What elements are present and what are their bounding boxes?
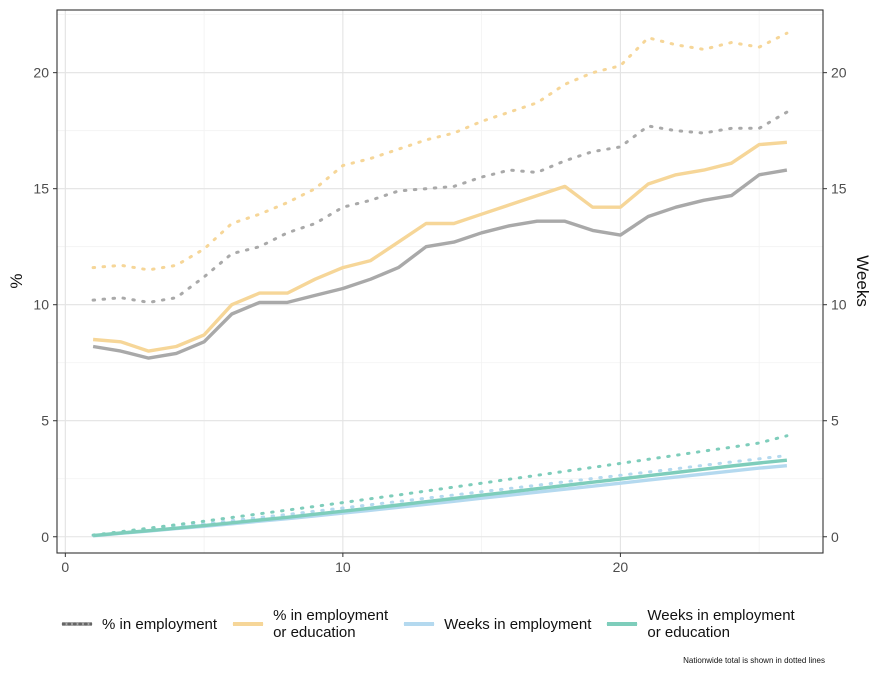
series-line-3 (92, 458, 788, 538)
x-tick-label: 10 (335, 559, 351, 575)
legend-label-weeks-employment-education: Weeks in employment or education (647, 607, 795, 641)
legend-key-weeks-employment (403, 622, 435, 626)
legend-item-weeks-employment: Weeks in employment (402, 616, 591, 633)
legend-label-employment: % in employment (102, 615, 218, 633)
y2-tick-label: 0 (831, 529, 839, 545)
y-tick-label: 10 (33, 297, 49, 313)
legend-key-weeks-employment-education (607, 622, 638, 626)
legend-item-employment-education: % in employment or education (231, 607, 388, 641)
panel-border (56, 9, 824, 554)
legend: % in employment % in employment or educa… (60, 607, 809, 641)
series-nationwide-line-0 (91, 110, 789, 304)
series-nationwide-line-3 (91, 434, 789, 537)
y2-tick-label: 5 (831, 413, 839, 429)
y-tick-label: 0 (41, 529, 49, 545)
series-line-1 (92, 140, 788, 353)
line-chart: 0 5 10 15 20 0 5 10 15 20 0 10 20 % Weeks (7, 9, 872, 575)
y-tick-label: 15 (33, 181, 49, 197)
series-line-0 (92, 168, 788, 360)
tick-labels: 0 5 10 15 20 0 5 10 15 20 0 10 20 (33, 65, 846, 575)
legend-key-employment-education (232, 622, 264, 626)
y2-tick-label: 20 (831, 65, 847, 81)
series-nationwide-line-1 (91, 31, 789, 272)
gridlines (57, 10, 823, 553)
y2-tick-label: 15 (831, 181, 847, 197)
legend-item-weeks-employment-education: Weeks in employment or education (605, 607, 795, 641)
legend-key-employment (61, 622, 93, 626)
x-tick-label: 20 (613, 559, 629, 575)
y2-tick-label: 10 (831, 297, 847, 313)
x-tick-label: 0 (61, 559, 69, 575)
y-tick-label: 20 (33, 65, 49, 81)
chart-note: Nationwide total is shown in dotted line… (683, 656, 825, 665)
legend-label-employment-education: % in employment or education (273, 607, 389, 641)
legend-item-employment: % in employment (60, 616, 217, 633)
y-tick-label: 5 (41, 413, 49, 429)
legend-label-weeks-employment: Weeks in employment (444, 615, 592, 633)
axes (53, 9, 827, 557)
y2-axis-title: Weeks (853, 255, 872, 307)
series-nationwide-line-2 (91, 454, 789, 537)
series-lines (91, 31, 789, 538)
y-axis-title: % (7, 273, 26, 288)
